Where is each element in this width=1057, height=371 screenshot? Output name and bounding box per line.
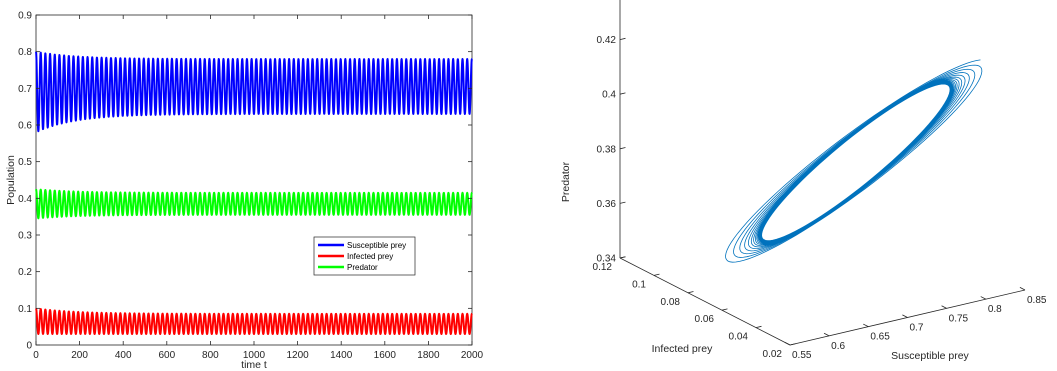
plot2-z-axis-label: Predator (560, 161, 572, 202)
plot1-x-ticks: 0 200 400 600 800 1000 1200 1400 1600 1800 2000 (33, 15, 484, 361)
plot2-x-tick-label: 0.75 (949, 313, 969, 324)
series-line-1 (35, 307, 473, 335)
plot1-x-tick-label: 2000 (461, 350, 484, 361)
time-series-plot: 0 200 400 600 800 1000 1200 1400 1600 1800 2000 00… (5, 11, 484, 371)
plot2-x-tick-label: 0.55 (792, 350, 812, 361)
phase-portrait-3d: 0.55 0.6 0.65 0.7 0.75 0.8 0.85 0.02 0.04 0.06 0.0… (560, 0, 1047, 362)
plot2-z-tick-label: 0.42 (597, 35, 617, 46)
plot2-z-tick (619, 201, 626, 204)
plot1-x-tick-label: 800 (202, 350, 219, 361)
legend-label-susceptible: Susceptible prey (347, 241, 406, 250)
plot1-y-tick-label: 0.4 (18, 194, 32, 205)
series-line-2 (35, 188, 473, 220)
trajectory-line (725, 59, 983, 263)
plot2-x-tick-label: 0.7 (910, 323, 924, 334)
plot1-y-tick-label: 0.6 (18, 121, 32, 132)
plot2-y-tick-label: 0.04 (729, 332, 749, 343)
plot1-y-tick-label: 0.3 (18, 231, 32, 242)
plot2-x-tick (863, 323, 869, 328)
plot2-z-tick-label: 0.38 (597, 144, 617, 155)
plot2-y-tick (721, 308, 728, 311)
plot2-x-tick-label: 0.85 (1027, 295, 1047, 306)
plot2-z-tick (619, 92, 626, 95)
plot1-x-tick-label: 200 (71, 350, 88, 361)
plot1-x-tick-label: 600 (158, 350, 175, 361)
plot2-y-tick-label: 0.1 (632, 279, 646, 290)
plot1-y-tick-label: 0 (26, 341, 32, 352)
plot1-x-axis-label: time t (241, 359, 267, 371)
plot2-x-tick (980, 296, 987, 300)
plot2-limit-cycle (725, 59, 983, 263)
plot1-x-tick-label: 1600 (374, 350, 397, 361)
plot2-x-tick-label: 0.8 (988, 304, 1002, 315)
plot1-y-tick-label: 0.2 (18, 267, 32, 278)
plot1-y-axis-label: Population (5, 155, 17, 205)
plot2-ticks: 0.55 0.6 0.65 0.7 0.75 0.8 0.85 0.02 0.04 0.06 0.0… (593, 35, 1047, 361)
plot1-y-tick-label: 0.8 (18, 47, 32, 58)
plot1-axes-frame (35, 14, 473, 346)
plot2-x-axis-label: Susceptible prey (891, 350, 969, 362)
series-line-0 (35, 51, 473, 133)
plot1-legend: Susceptible prey Infected prey Predator (313, 236, 416, 276)
plot2-z-tick (619, 256, 626, 259)
plot2-x-tick (823, 332, 830, 337)
plot2-y-tick (789, 343, 796, 346)
plot1-x-tick-label: 1800 (417, 350, 440, 361)
plot2-x-tick-label: 0.6 (831, 341, 845, 352)
plot2-z-tick-label: 0.4 (602, 90, 616, 101)
plot1-y-tick-label: 0.7 (18, 84, 32, 95)
plot1-y-ticks: 0 0.1 0.2 0.3 0.4 0.5 0.6 0.7 0.8 0.9 (18, 11, 472, 352)
plot2-z-tick-label: 0.34 (597, 254, 617, 265)
plot1-y-tick-label: 0.9 (18, 11, 32, 22)
plot1-x-tick-label: 1400 (330, 350, 353, 361)
plot2-y-tick-label: 0.06 (695, 314, 715, 325)
plot2-y-tick-label: 0.12 (593, 262, 613, 273)
plot1-x-tick-label: 0 (33, 350, 39, 361)
plot2-x-tick (902, 314, 908, 318)
plot1-series-lines (35, 51, 473, 335)
plot1-x-tick-label: 1200 (286, 350, 309, 361)
plot2-y-tick-label: 0.02 (763, 349, 783, 360)
plot1-y-tick-label: 0.5 (18, 157, 32, 168)
plot2-y-tick (755, 325, 762, 328)
plot2-y-tick (653, 273, 660, 276)
plot1-x-tick-label: 400 (115, 350, 132, 361)
plot2-x-tick (784, 342, 791, 346)
plot2-x-tick (1019, 287, 1026, 291)
plot2-y-axis-label: Infected prey (652, 343, 713, 355)
plot2-z-tick-label: 0.36 (597, 199, 617, 210)
plot2-x-tick (941, 305, 947, 309)
plot2-y-tick (687, 291, 694, 294)
plot2-axes (619, 0, 1026, 346)
plot2-y-axis-line (619, 257, 791, 346)
plot1-x-tick-label: 1000 (243, 350, 266, 361)
legend-label-infected: Infected prey (347, 252, 393, 261)
plot1-y-tick-label: 0.1 (18, 304, 32, 315)
plot2-x-tick-label: 0.65 (870, 332, 890, 343)
plot2-z-tick (619, 147, 626, 150)
legend-label-predator: Predator (347, 263, 378, 272)
plot2-y-tick-label: 0.08 (661, 297, 681, 308)
plot2-z-tick (619, 37, 626, 40)
